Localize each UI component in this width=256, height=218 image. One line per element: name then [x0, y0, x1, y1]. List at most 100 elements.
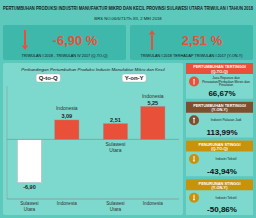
text-line: Q-to-Q [39, 75, 58, 81]
text-line: 3,09 [61, 113, 72, 119]
panel-title: PENURUNAN STINGGI(Y-ON-Y) [199, 180, 241, 189]
bars [17, 106, 165, 182]
header-label: TRIWULAN I 2018 TERHADAP TRIWULAN I 2017… [141, 54, 244, 58]
panel-arrow-shaft [194, 195, 195, 199]
group-label: Y-on-Y [122, 74, 146, 82]
text-line: Indonesia [142, 93, 164, 99]
group-label-box [122, 74, 146, 82]
header-arrow [149, 30, 155, 50]
annotation: Indonesia [56, 105, 78, 111]
text-line: (Q-TO-Q) [211, 146, 228, 151]
panel: PENURUNAN STINGGI(Y-ON-Y) Industri Teksti… [186, 179, 253, 215]
panel-arrow [193, 79, 196, 85]
text-line: Industri Tekstil [216, 157, 237, 161]
header-arrow [22, 30, 28, 50]
text-line: -6,90 [23, 184, 36, 190]
text-line: -6,90 % [53, 33, 98, 48]
panel-value: -43,94% [207, 166, 237, 175]
text-line: Peralatan [219, 83, 233, 87]
text-line: BRS NO.06/6/71/Th.XII, 2 MEI 2018 [94, 15, 162, 20]
text-line: Utara [110, 206, 122, 211]
text-line: (Y-ON-Y) [212, 184, 229, 189]
panel-arrow-head [193, 160, 196, 162]
chart: Perbandingan Pertumbuhan Produksi Indust… [3, 63, 183, 215]
text-line: 66,67% [208, 89, 235, 98]
text-line: 2,51 % [182, 33, 223, 48]
panel-subtitle: Industri Tekstil [216, 157, 237, 161]
header-value: -6,90 % [53, 33, 98, 48]
panel-subtitle: Industri Pakaian Jadi [211, 118, 242, 122]
bar [55, 120, 79, 139]
header-value: 2,51 % [182, 33, 223, 48]
bar [103, 124, 127, 140]
header-arrow-shaft [24, 30, 26, 46]
panel-arrow [193, 117, 196, 123]
panel-subtitle: Jasa Reparasi danPerawatan/Perbaikan Mes… [202, 76, 250, 88]
header-arrow-head [149, 30, 155, 35]
text-line: Utara [24, 206, 36, 211]
subtitle: BRS NO.06/6/71/Th.XII, 2 MEI 2018 [94, 15, 162, 20]
text-line: 5,25 [147, 100, 158, 106]
x-tick-label: SulawesiUtara [20, 201, 38, 211]
text-line: Industri Pakaian Jadi [211, 118, 242, 122]
text-line: TRIWULAN I 2018 - TRIWULAN IV 2017 (Q-TO… [22, 54, 109, 58]
text-line: Y-on-Y [125, 75, 144, 81]
panel-icon [189, 115, 199, 125]
panel-title: PENURUNAN STINGGI(Q-TO-Q) [199, 141, 241, 150]
header-arrow-head [22, 46, 28, 51]
text-line: TRIWULAN I 2018 TERHADAP TRIWULAN I 2017… [141, 54, 244, 58]
header-box: -6,90 % TRIWULAN I 2018 - TRIWULAN IV 201… [3, 25, 126, 60]
text-line: Utara [109, 147, 121, 153]
panel-icon [189, 154, 199, 164]
panel-icon [189, 193, 199, 203]
text-line: Indonesia [143, 201, 163, 206]
group-label: Q-to-Q [36, 74, 60, 82]
x-axis-line [7, 199, 179, 200]
panel: PENURUNAN STINGGI(Q-TO-Q) Industri Teksti… [186, 141, 253, 177]
header-arrow-shaft [151, 35, 153, 51]
text-line: (Y-ON-Y) [212, 107, 229, 112]
text-line: Indonesia [56, 105, 78, 111]
panel: PERTUMBUHAN TERTINGGI(Q-TO-Q) Jasa Repara… [186, 63, 253, 99]
text-line: -50,86% [207, 205, 237, 214]
panel-bg [186, 141, 253, 177]
group-label-text: Y-on-Y [125, 75, 144, 81]
panel-arrow-shaft [194, 156, 195, 160]
title: PERTUMBUHAN PRODUKSI INDUSTRI MANUFAKTUR… [3, 6, 253, 11]
text-line: 113,99% [206, 127, 237, 136]
chart-title: Perbandingan Pertumbuhan Produksi Indust… [21, 67, 165, 72]
panel-arrow-shaft [194, 119, 195, 123]
x-tick-label: SulawesiUtara [106, 201, 124, 211]
panel-value: -50,86% [207, 205, 237, 214]
group-label-text: Q-to-Q [39, 75, 58, 81]
header-box-bg [130, 25, 253, 60]
group-label-box [36, 74, 60, 82]
panel-subtitle: Industri Tekstil [216, 196, 237, 200]
panel: PERTUMBUHAN TERTINGGI(Y-ON-Y)Industri Pa… [186, 102, 253, 138]
panel-icon [189, 77, 199, 87]
text-line: PERTUMBUHAN PRODUKSI INDUSTRI MANUFAKTUR… [3, 6, 253, 11]
panel-arrow-shaft [194, 80, 195, 84]
text-line: Industri Tekstil [216, 196, 237, 200]
data-label: 2,51 [110, 117, 121, 123]
bar [17, 139, 41, 182]
panel-title: PERTUMBUHAN TERTINGGI(Q-TO-Q) [193, 64, 246, 73]
background [0, 0, 256, 218]
infographic: PERTUMBUHAN PRODUKSI INDUSTRI MANUFAKTUR… [0, 0, 256, 218]
panel-strip [186, 141, 253, 152]
zero-line [7, 139, 179, 140]
panel-arrow [193, 156, 196, 162]
bar [141, 106, 165, 139]
header-box-bg [3, 25, 126, 60]
y-axis-line [7, 86, 8, 199]
text-line: Perbandingan Pertumbuhan Produksi Indust… [21, 67, 165, 72]
data-label: 5,25 [147, 100, 158, 106]
header-box: 2,51 % TRIWULAN I 2018 TERHADAP TRIWULAN … [130, 25, 253, 60]
data-label: 3,09 [61, 113, 72, 119]
panel-value: 113,99% [206, 127, 237, 136]
panel-bg [186, 102, 253, 138]
panel-arrow [193, 195, 196, 201]
panel-strip [186, 102, 253, 113]
panel-value: 66,67% [208, 89, 235, 98]
x-tick-label: Indonesia [57, 201, 77, 206]
